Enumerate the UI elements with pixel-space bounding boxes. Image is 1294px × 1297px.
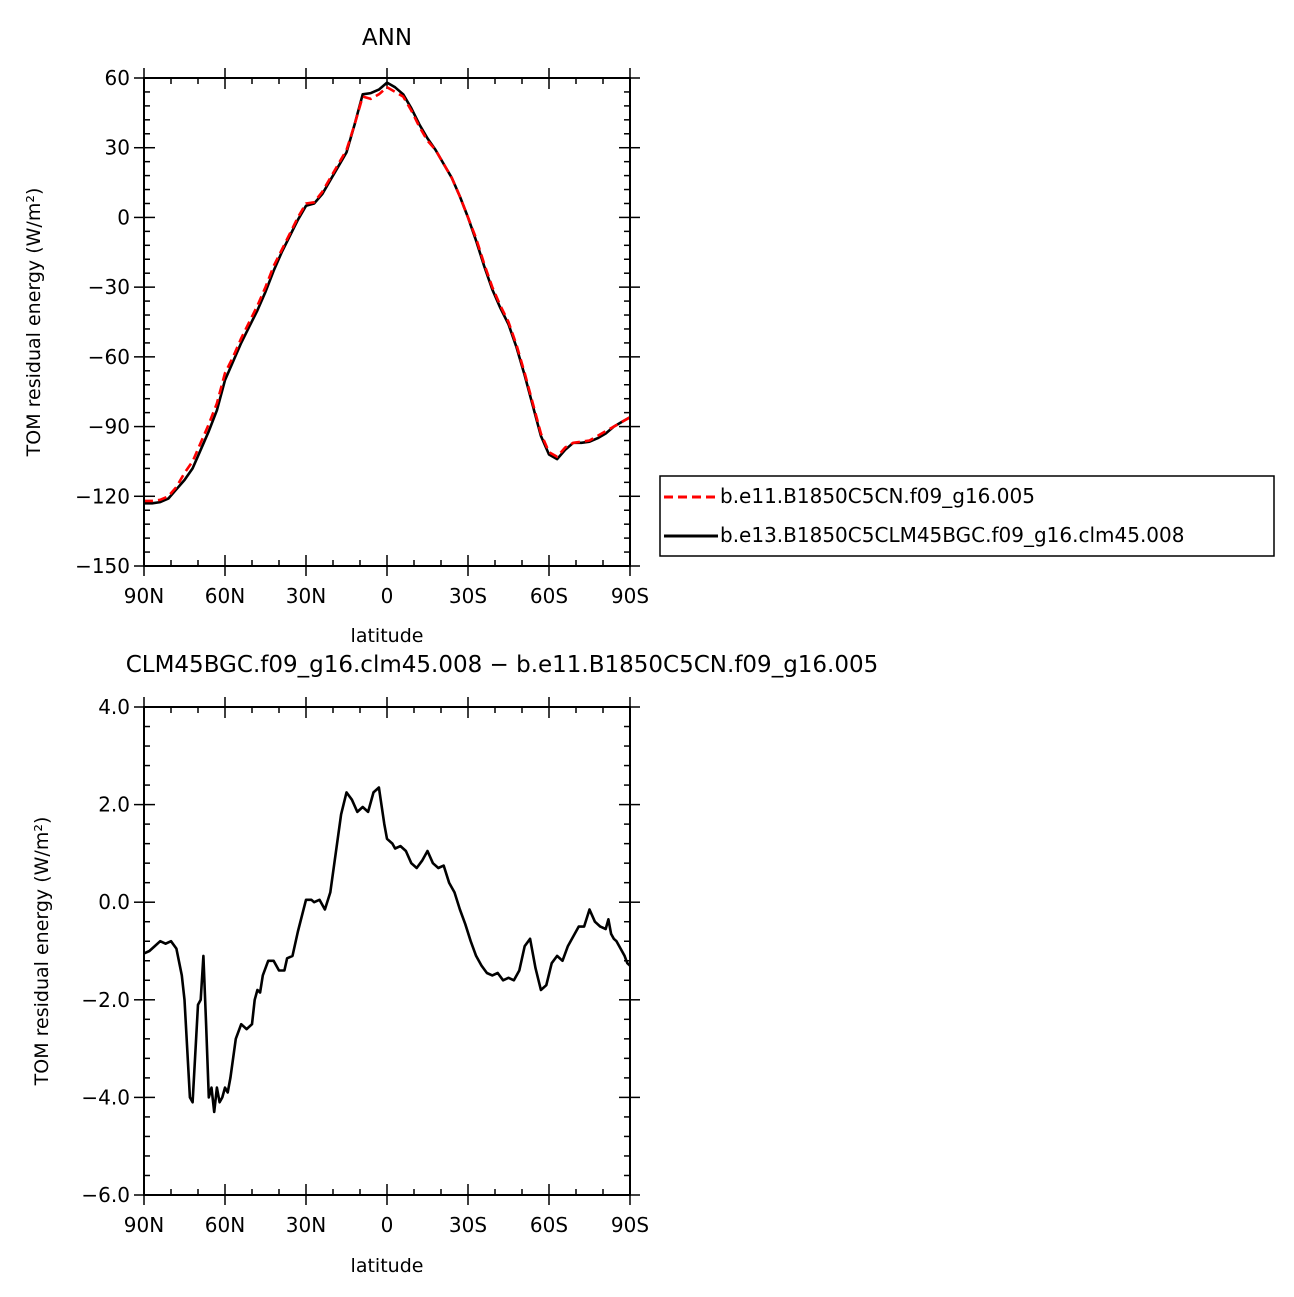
legend-label-experiment: b.e13.B1850C5CLM45BGC.f09_g16.clm45.008: [720, 523, 1184, 547]
x-tick-label: 30N: [286, 1213, 326, 1237]
top-chart-x-axis-label: latitude: [351, 625, 424, 647]
bottom-chart-panel: CLM45BGC.f09_g16.clm45.008 − b.e11.B1850…: [31, 652, 878, 1277]
y-tick-label: −30: [88, 275, 130, 299]
x-tick-label: 60N: [205, 1213, 245, 1237]
y-tick-label: 2.0: [98, 793, 130, 817]
x-tick-label: 90N: [124, 584, 164, 608]
x-tick-label: 30S: [449, 584, 487, 608]
y-tick-label: −2.0: [81, 988, 130, 1012]
x-tick-label: 0: [381, 1213, 394, 1237]
legend-label-control: b.e11.B1850C5CN.f09_g16.005: [720, 484, 1035, 508]
x-tick-label: 90S: [611, 584, 649, 608]
y-tick-label: −150: [75, 554, 130, 578]
bottom-chart-title: CLM45BGC.f09_g16.clm45.008 − b.e11.B1850…: [126, 652, 879, 678]
x-tick-label: 60S: [530, 584, 568, 608]
series-line-0: [144, 86, 631, 503]
chart-legend: b.e11.B1850C5CN.f09_g16.005 b.e13.B1850C…: [659, 475, 1275, 557]
y-tick-label: 30: [105, 136, 130, 160]
bottom-chart-ticks: [134, 697, 640, 1205]
series-line-1: [144, 81, 631, 505]
y-tick-label: −120: [75, 484, 130, 508]
y-tick-label: 60: [105, 66, 130, 90]
bottom-chart-plot-frame: [143, 706, 631, 1196]
x-tick-label: 90S: [611, 1213, 649, 1237]
y-tick-label: 4.0: [98, 695, 130, 719]
y-tick-label: −4.0: [81, 1085, 130, 1109]
top-chart-y-axis-label: TOM residual energy (W/m²): [23, 188, 45, 458]
bottom-chart-y-axis-label: TOM residual energy (W/m²): [31, 817, 53, 1087]
top-chart-plot-frame: [143, 77, 631, 567]
bottom-chart-series: [143, 786, 631, 1114]
x-tick-label: 0: [381, 584, 394, 608]
top-chart-title: ANN: [362, 25, 412, 51]
top-chart-tick-labels: 60 30 0 −30 −60 −90 −120 −150 90N 60N 30N 0 30S 60S 90…: [75, 66, 649, 608]
bottom-chart-tick-labels: 4.0 2.0 0.0 −2.0 −4.0 −6.0 90N 60N 30N 0 30S 60S 90S: [81, 695, 649, 1237]
y-tick-label: 0.0: [98, 890, 130, 914]
top-chart-ticks: [134, 68, 640, 576]
y-tick-label: −90: [88, 415, 130, 439]
bottom-chart-x-axis-label: latitude: [351, 1255, 424, 1277]
x-tick-label: 60S: [530, 1213, 568, 1237]
x-tick-label: 60N: [205, 584, 245, 608]
y-tick-label: −6.0: [81, 1183, 130, 1207]
series-line-0: [143, 786, 631, 1114]
top-chart-series: [144, 81, 631, 505]
x-tick-label: 30S: [449, 1213, 487, 1237]
x-tick-label: 30N: [286, 584, 326, 608]
legend-box: [659, 475, 1275, 557]
y-tick-label: 0: [117, 205, 130, 229]
x-tick-label: 90N: [124, 1213, 164, 1237]
y-tick-label: −60: [88, 345, 130, 369]
